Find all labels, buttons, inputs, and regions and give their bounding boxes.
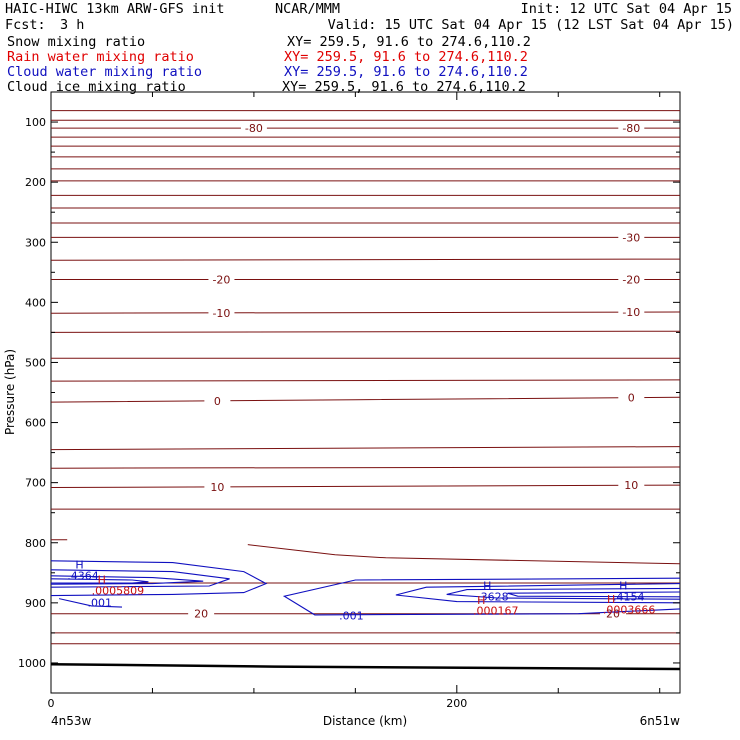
isotherm-label: -80 [622,122,640,135]
isotherm-label-bg [204,394,231,407]
cloud-water-contour [50,575,204,585]
field-xy-cloud-ice: XY= 259.5, 91.6 to 274.6,110.2 [282,79,526,95]
isotherm-line [50,311,681,314]
cloud-water-contour [50,560,268,597]
extremum-value: .000167 [473,604,519,617]
isotherm-label: 0 [628,392,635,405]
high-marker: H [607,593,615,606]
field-label-rain: Rain water mixing ratio [7,49,194,65]
cloud-water-contour [50,578,149,584]
isotherm-line [50,330,681,333]
x-tick-label: 0 [48,697,55,710]
isotherm-label: 20 [194,608,208,621]
cloud-water-contour [395,583,681,604]
isotherm-label-bg [208,273,235,286]
isotherm-line [50,484,681,488]
isotherm-line [50,466,681,469]
init-time: Init: 12 UTC Sat 04 Apr 15 [520,1,732,17]
isotherm-line [50,258,681,261]
cloud-water-contour [282,577,681,616]
isotherm-label-bg [240,122,267,135]
y-tick-label: 700 [25,477,46,490]
extremum-value: .0005809 [92,584,145,597]
isotherm-label-bg [188,607,215,620]
high-marker: H [483,580,491,593]
y-tick-label: 100 [25,116,46,129]
y-tick-label: 500 [25,356,46,369]
valid-time: Valid: 15 UTC Sat 04 Apr 15 (12 LST Sat … [327,17,734,33]
field-xy-cloud-water: XY= 259.5, 91.6 to 274.6,110.2 [284,64,528,80]
field-xy-snow: XY= 259.5, 91.6 to 274.6,110.2 [287,34,531,50]
isotherm-label-bg [204,480,231,493]
isotherm-label-bg [208,306,235,319]
field-xy-rain: XY= 259.5, 91.6 to 274.6,110.2 [284,49,528,65]
isotherm-label: 10 [624,479,638,492]
isotherm-label: 0 [214,395,221,408]
y-tick-label: 300 [25,236,46,249]
isotherm-label-bg [618,231,645,244]
y-tick-label: 600 [25,417,46,430]
field-label-cloud-ice: Cloud ice mixing ratio [7,79,186,95]
field-label-snow: Snow mixing ratio [7,34,146,50]
isotherm-label: -20 [622,274,640,287]
high-marker: H [477,594,485,607]
isotherm-label: -10 [622,306,640,319]
cloud-water-contours [50,560,681,616]
surface-line [50,662,681,671]
isotherm-label: -30 [622,231,640,244]
isotherm-line [50,379,681,382]
y-tick-label: 400 [25,296,46,309]
isotherm-label: -20 [212,274,230,287]
isotherm-label-bg [618,479,645,492]
high-marker: H [98,574,106,587]
isotherm-label: -80 [245,122,263,135]
isotherm-contours: -80 -80 -30 -20 -20 -10 -10 0 0 10 10 20 20 [50,110,681,671]
high-marker: H [75,559,83,572]
extremum-value: .4364 [67,569,99,582]
isotherm-label-bg [618,306,645,319]
isotherm-line [50,396,681,403]
cloud-water-contour [507,591,681,598]
y-tick-label: 200 [25,176,46,189]
y-axis-label: Pressure (hPa) [3,349,17,435]
extremum-value: .4154 [613,590,645,603]
isotherm-line [247,544,681,565]
x-endpoint-right: 6n51w [640,714,681,728]
high-marker: H [619,580,627,593]
x-tick-label: 200 [446,697,467,710]
isotherm-label: -10 [212,307,230,320]
fcst-label: Fcst: [5,17,46,33]
cloud-water-contour [50,569,230,588]
isotherm-label-bg [618,391,645,404]
isotherm-label-bg [600,607,627,620]
extrema-markers: H.4364H.0005809.001.001H.3628H.000167H.4… [67,559,655,623]
extremum-value: .001 [339,610,364,623]
y-tick-label: 800 [25,537,46,550]
cloud-water-contour [446,587,681,600]
fcst-value: 3 h [60,17,85,33]
isotherm-line [50,446,681,451]
isotherm-label-bg [618,273,645,286]
y-tick-label: 1000 [18,657,46,670]
y-tick-label: 900 [25,597,46,610]
cloud-water-contour [58,598,123,608]
field-label-cloud-water: Cloud water mixing ratio [7,64,203,80]
model-title: HAIC-HIWC 13km ARW-GFS init [5,1,225,17]
extremum-value: .001 [88,596,113,609]
x-axis-label: Distance (km) [323,714,407,728]
plot-frame [50,91,681,694]
isotherm-label: 20 [606,608,620,621]
extremum-value: .3628 [477,590,509,603]
x-endpoint-left: 4n53w [51,714,92,728]
org-label: NCAR/MMM [275,1,341,17]
isotherm-label-bg [618,122,645,135]
isotherm-label: 10 [210,481,224,494]
extremum-value: .0003666 [603,604,656,617]
